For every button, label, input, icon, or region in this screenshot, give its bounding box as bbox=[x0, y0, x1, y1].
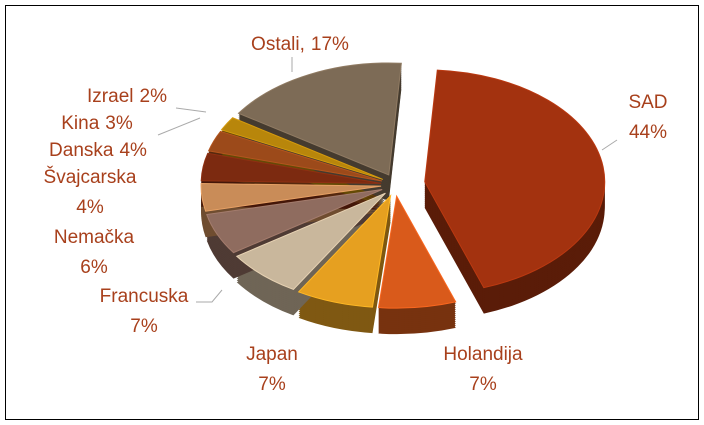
label-name: SAD bbox=[628, 92, 667, 113]
slice bbox=[200, 183, 382, 212]
slice bbox=[297, 194, 392, 308]
leader-line bbox=[157, 117, 201, 136]
leader-line bbox=[196, 289, 223, 303]
label-value: 7% bbox=[469, 374, 497, 395]
slice bbox=[235, 192, 386, 291]
leader-line bbox=[601, 139, 618, 151]
label-name: Izrael bbox=[87, 86, 133, 107]
label-name: Ostali, bbox=[251, 34, 305, 55]
slice bbox=[200, 152, 382, 184]
data-label: Nemačka 6% bbox=[54, 227, 135, 278]
label-name: Holandija bbox=[443, 344, 523, 365]
label-value: 44% bbox=[629, 122, 667, 143]
label-value: 2% bbox=[140, 86, 168, 107]
leader-line bbox=[175, 107, 207, 113]
label-name: Francuska bbox=[100, 286, 189, 307]
label-name: Nemačka bbox=[54, 227, 135, 248]
label-name: Švajcarska bbox=[44, 166, 137, 188]
slice bbox=[237, 62, 402, 176]
data-label: Holandija 7% bbox=[443, 344, 523, 395]
label-value: 7% bbox=[258, 374, 286, 395]
slice bbox=[377, 194, 457, 309]
slice bbox=[220, 117, 384, 180]
label-name: Kina bbox=[61, 113, 99, 134]
slice bbox=[207, 130, 383, 182]
data-label: Ostali, 17% bbox=[251, 34, 349, 55]
data-label: Kina 3% bbox=[61, 113, 133, 134]
data-labels: SAD 44% Holandija 7% Japan 7% Francuska 7% Nemač… bbox=[44, 34, 668, 395]
data-label: Izrael 2% bbox=[87, 86, 167, 107]
label-value: 4% bbox=[119, 140, 147, 161]
data-label: Francuska 7% bbox=[100, 286, 189, 337]
label-value: 17% bbox=[311, 34, 349, 55]
data-label: Danska 4% bbox=[49, 140, 147, 161]
data-label: SAD 44% bbox=[628, 92, 667, 143]
label-value: 7% bbox=[130, 316, 158, 337]
label-value: 3% bbox=[105, 113, 133, 134]
slice bbox=[424, 69, 606, 289]
leader-lines bbox=[157, 57, 618, 303]
data-label: Švajcarska 4% bbox=[44, 166, 137, 218]
label-name: Japan bbox=[246, 344, 298, 365]
label-name: Danska bbox=[49, 140, 114, 161]
slice bbox=[206, 188, 383, 254]
label-value: 4% bbox=[76, 197, 104, 218]
label-value: 6% bbox=[80, 257, 108, 278]
slice-tops bbox=[200, 62, 606, 309]
data-label: Japan 7% bbox=[246, 344, 298, 395]
